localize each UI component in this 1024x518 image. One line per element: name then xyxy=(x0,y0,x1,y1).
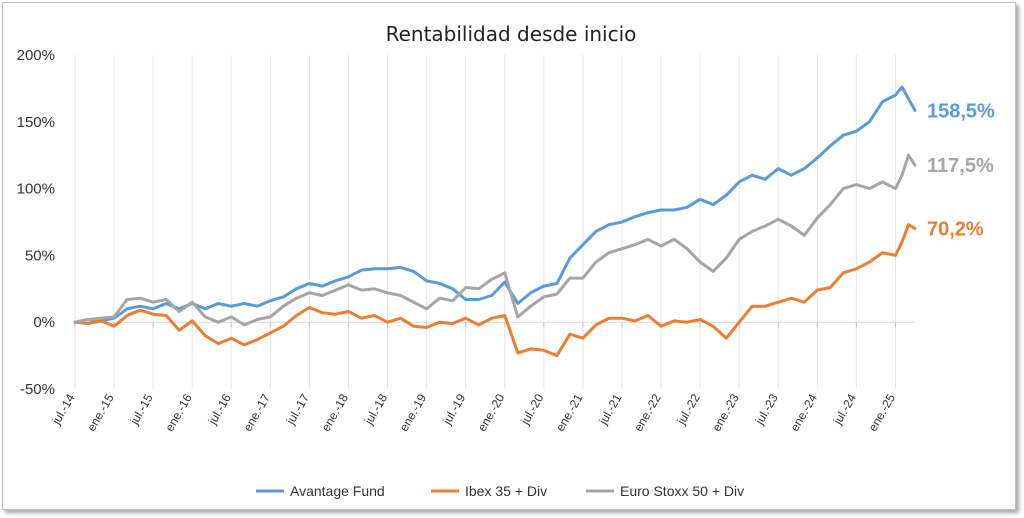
end-value-label: 158,5% xyxy=(927,100,995,122)
y-tick-label: 0% xyxy=(33,314,55,331)
x-tick-label: ene.-24 xyxy=(787,391,820,434)
y-axis: 200% 150% 100% 50% 0% -50% xyxy=(17,47,55,398)
x-tick-label: ene.-17 xyxy=(240,391,273,434)
x-tick-label: jul.-22 xyxy=(674,391,703,427)
chart-svg: Rentabilidad desde inicio 200% 150% 100% 50… xyxy=(17,22,995,499)
x-tick-label: jul.-24 xyxy=(830,391,859,427)
x-tick-label: ene.-25 xyxy=(866,391,899,434)
x-tick-label: ene.-21 xyxy=(553,391,586,434)
y-tick-label: -50% xyxy=(20,381,55,398)
legend-label: Ibex 35 + Div xyxy=(465,483,547,499)
x-tick-label: jul.-23 xyxy=(752,391,781,427)
series-line-euro-stoxx-50-div xyxy=(73,153,917,327)
y-tick-label: 200% xyxy=(17,47,55,64)
y-tick-label: 100% xyxy=(17,181,55,198)
legend-label: Avantage Fund xyxy=(290,483,385,499)
x-tick-label: jul.-15 xyxy=(127,391,156,427)
series-line-avantage-fund xyxy=(73,85,917,324)
x-tick-label: ene.-20 xyxy=(475,391,508,434)
x-tick-label: ene.-18 xyxy=(319,391,352,434)
x-tick-label: jul.-16 xyxy=(205,391,234,427)
chart-title: Rentabilidad desde inicio xyxy=(386,22,637,46)
x-tick-label: jul.-18 xyxy=(361,391,390,427)
y-tick-label: 50% xyxy=(25,247,55,264)
x-tick-label: jul.-19 xyxy=(439,391,468,427)
x-tick-label: ene.-22 xyxy=(631,391,664,434)
x-tick-label: ene.-19 xyxy=(397,391,430,434)
x-tick-label: jul.-21 xyxy=(596,391,625,427)
x-tick-label: ene.-15 xyxy=(84,391,117,434)
legend-label: Euro Stoxx 50 + Div xyxy=(620,483,744,499)
series-line-ibex-35-div xyxy=(73,223,917,358)
grid-layer xyxy=(74,55,896,389)
x-tick-label: jul.-20 xyxy=(517,391,546,427)
x-tick-label: ene.-16 xyxy=(162,391,195,434)
x-tick-label: ene.-23 xyxy=(709,391,742,434)
y-tick-label: 150% xyxy=(17,114,55,131)
end-labels: 158,5% 70,2% 117,5% xyxy=(927,100,995,240)
end-value-label: 117,5% xyxy=(927,155,994,177)
x-axis: jul.-14 ene.-15 jul.-15 ene.-16 jul.-16 ene.-… xyxy=(49,321,915,434)
series-layer xyxy=(73,85,917,358)
chart-frame: Rentabilidad desde inicio 200% 150% 100% 50… xyxy=(2,2,1016,510)
legend: Avantage Fund Ibex 35 + Div Euro Stoxx 50 … xyxy=(256,483,744,499)
end-value-label: 70,2% xyxy=(927,218,984,240)
x-tick-label: jul.-17 xyxy=(283,391,312,427)
